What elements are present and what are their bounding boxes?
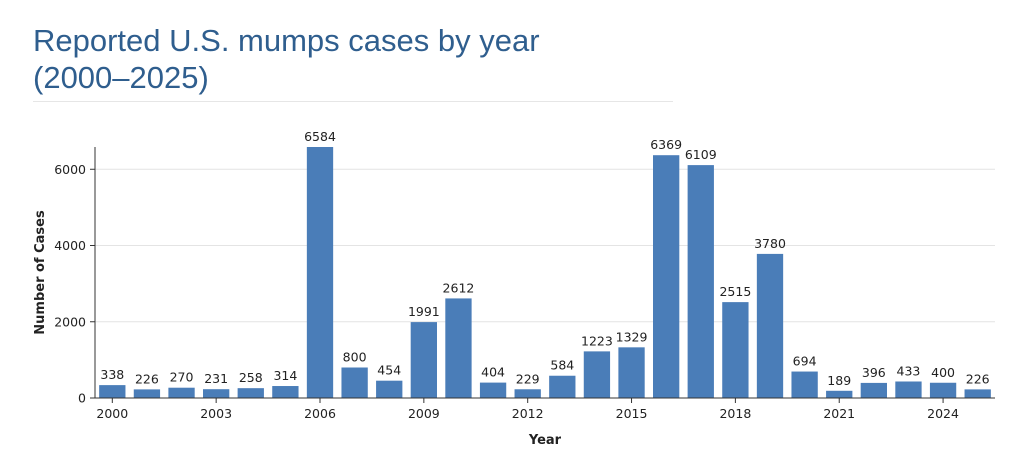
bar-2014	[583, 351, 611, 398]
bar-2010	[445, 298, 472, 398]
x-tick-label: 2024	[927, 406, 959, 421]
bar-2021	[826, 390, 853, 398]
bar-2004	[237, 388, 264, 398]
value-label-2012: 229	[516, 371, 540, 386]
grid-lines	[95, 168, 995, 323]
value-label-2011: 404	[481, 365, 505, 380]
value-label-2022: 396	[862, 365, 886, 380]
value-label-2024: 400	[931, 365, 955, 380]
value-label-2008: 454	[377, 363, 401, 378]
x-tick-label: 2012	[512, 406, 544, 421]
value-label-2017: 6109	[685, 147, 717, 162]
bar-2025	[964, 389, 991, 398]
bar-2002	[168, 387, 195, 398]
bar-2016	[653, 155, 680, 398]
value-label-2018: 2515	[719, 284, 751, 299]
x-tick-label: 2006	[304, 406, 336, 421]
value-label-2020: 694	[793, 354, 817, 369]
bar-2020	[791, 371, 818, 398]
x-tick-label: 2000	[96, 406, 128, 421]
value-label-2002: 270	[170, 370, 194, 385]
bar-2007	[341, 367, 368, 398]
x-tick-label: 2018	[719, 406, 751, 421]
y-tick-label: 2000	[54, 314, 86, 329]
x-tick-label: 2021	[823, 406, 855, 421]
bar-2024	[929, 382, 957, 398]
bar-2019	[756, 253, 784, 398]
value-label-2000: 338	[100, 367, 124, 382]
y-tick-label: 0	[78, 391, 86, 406]
bar-2009	[410, 322, 437, 398]
value-label-2025: 226	[966, 371, 990, 386]
bar-2006	[306, 147, 334, 398]
bar-2018	[722, 302, 749, 398]
value-label-2013: 584	[550, 358, 574, 373]
value-label-2023: 433	[897, 363, 921, 378]
value-label-2009: 1991	[408, 304, 440, 319]
axes: 0 2000 4000 6000 2000 2003 2006 2009 2012 2015 201…	[54, 147, 995, 421]
y-axis-title: Number of Cases	[33, 210, 48, 335]
value-label-2003: 231	[204, 371, 228, 386]
x-tick-label: 2003	[200, 406, 232, 421]
value-label-2004: 258	[239, 370, 263, 385]
y-tick-label: 4000	[54, 238, 86, 253]
x-tick-label: 2015	[616, 406, 648, 421]
value-label-2015: 1329	[616, 329, 648, 344]
chart-title-line-2: (2000–2025)	[33, 60, 209, 95]
value-label-2016: 6369	[650, 137, 682, 152]
bar-2015	[618, 347, 645, 398]
value-label-2007: 800	[343, 350, 367, 365]
value-label-2005: 314	[273, 368, 297, 383]
x-tick-label: 2009	[408, 406, 440, 421]
value-label-2019: 3780	[754, 236, 786, 251]
chart-title-line-1: Reported U.S. mumps cases by year	[33, 23, 540, 58]
title-divider	[33, 101, 673, 102]
value-label-2006: 6584	[304, 129, 336, 144]
bar-2013	[549, 375, 576, 398]
bar-2003	[203, 389, 230, 398]
y-tick-label: 6000	[54, 162, 86, 177]
bar-2011	[479, 382, 507, 398]
bar-2023	[895, 381, 922, 398]
bar-2001	[133, 389, 161, 398]
chart-title: Reported U.S. mumps cases by year (2000–…	[33, 22, 540, 96]
value-label-2010: 2612	[443, 280, 475, 295]
bars	[99, 147, 991, 398]
value-label-2014: 1223	[581, 333, 613, 348]
bar-2012	[514, 389, 541, 398]
value-label-2021: 189	[827, 373, 851, 388]
bar-2005	[272, 386, 299, 398]
bar-2000	[99, 385, 126, 398]
value-label-2001: 226	[135, 371, 159, 386]
bar-2017	[687, 165, 714, 398]
x-axis-title: Year	[528, 433, 562, 448]
bar-2008	[376, 380, 403, 398]
bar-2022	[860, 382, 887, 398]
